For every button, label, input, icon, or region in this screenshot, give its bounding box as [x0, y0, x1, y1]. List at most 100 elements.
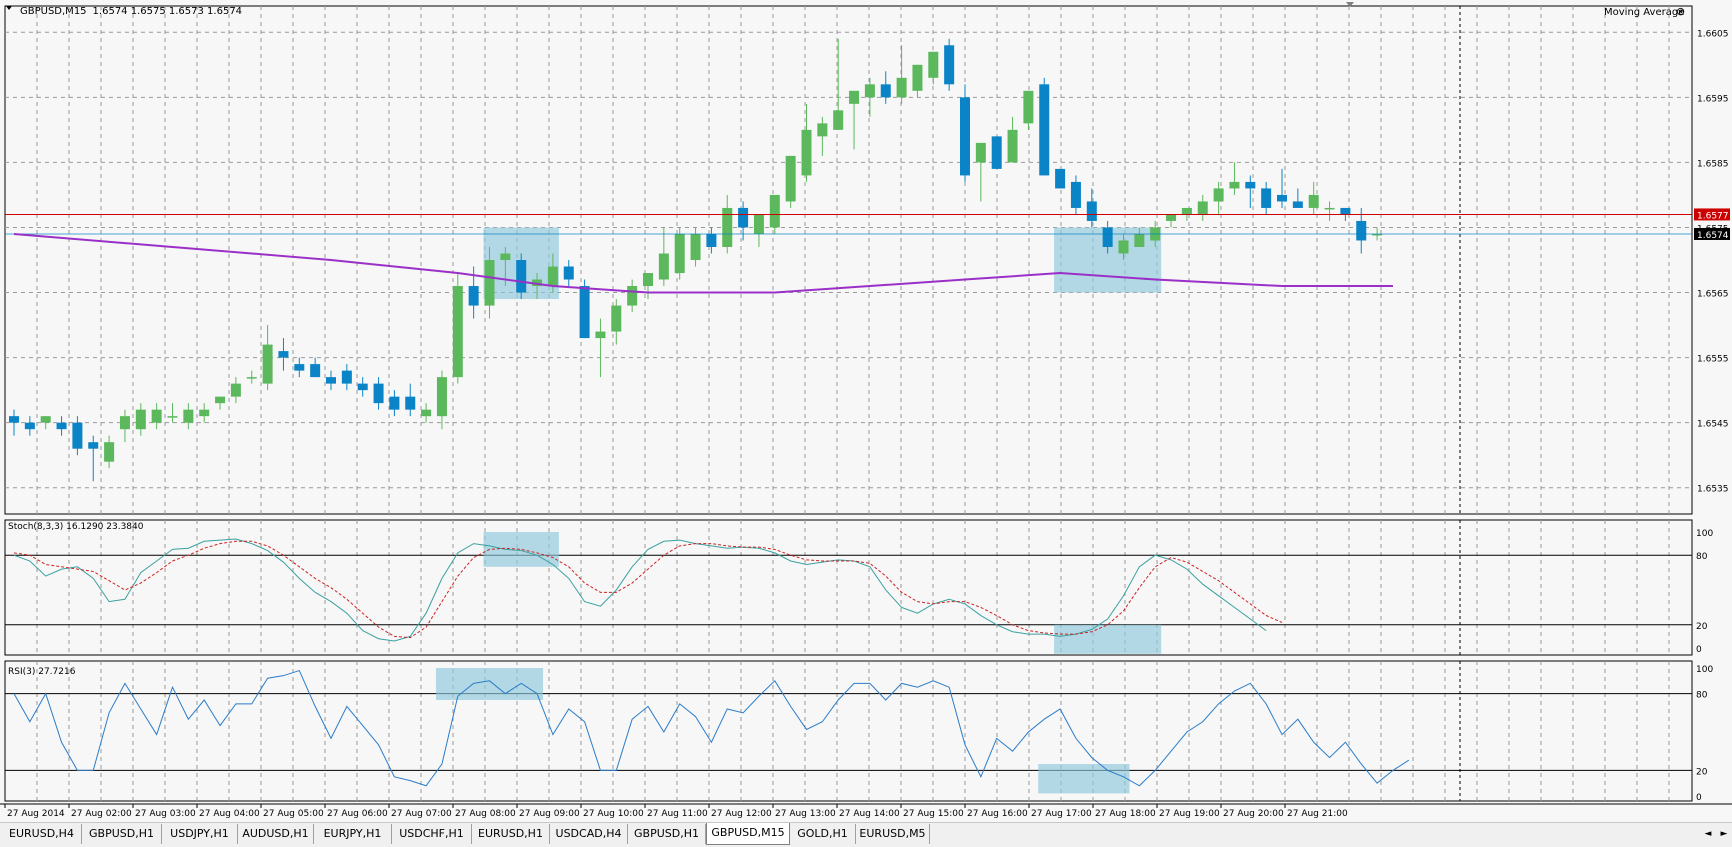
- chart-tab-gold-h1[interactable]: GOLD,H1: [790, 824, 856, 844]
- candle[interactable]: [674, 227, 685, 280]
- candle[interactable]: [627, 279, 638, 313]
- x-tick-label: 27 Aug 21:00: [1287, 809, 1348, 819]
- candle[interactable]: [912, 64, 923, 98]
- candle[interactable]: [896, 45, 907, 104]
- candle[interactable]: [1007, 116, 1018, 163]
- candle[interactable]: [357, 377, 368, 397]
- chart-tab-gbpusd-m15[interactable]: GBPUSD,M15: [706, 823, 790, 845]
- chart-tab-eurusd-h4[interactable]: EURUSD,H4: [2, 824, 82, 844]
- chart-tab-usdchf-h1[interactable]: USDCHF,H1: [392, 824, 472, 844]
- candle[interactable]: [595, 318, 606, 378]
- candle[interactable]: [215, 396, 226, 410]
- candle[interactable]: [833, 38, 844, 130]
- candle[interactable]: [1166, 214, 1177, 228]
- candle[interactable]: [1356, 207, 1367, 254]
- candle[interactable]: [1324, 201, 1335, 221]
- candle[interactable]: [167, 403, 178, 423]
- candle[interactable]: [611, 299, 622, 345]
- candle[interactable]: [849, 90, 860, 150]
- x-tick-label: 27 Aug 14:00: [839, 809, 900, 819]
- candle[interactable]: [1277, 168, 1287, 208]
- candle[interactable]: [1134, 227, 1145, 247]
- candle[interactable]: [532, 273, 543, 300]
- candle[interactable]: [326, 370, 336, 391]
- candle[interactable]: [1070, 175, 1081, 215]
- candle[interactable]: [1197, 194, 1208, 221]
- candle[interactable]: [104, 435, 115, 469]
- candle[interactable]: [373, 377, 384, 410]
- candle[interactable]: [864, 77, 875, 117]
- candle[interactable]: [484, 246, 495, 319]
- candle[interactable]: [40, 416, 51, 430]
- candlestick-series[interactable]: [9, 38, 1383, 482]
- chart-tab-audusd-h1[interactable]: AUDUSD,H1: [238, 824, 314, 844]
- candle[interactable]: [1229, 162, 1240, 195]
- candle[interactable]: [1292, 188, 1303, 208]
- chart-tab-eurjpy-h1[interactable]: EURJPY,H1: [314, 824, 392, 844]
- candle[interactable]: [1023, 90, 1034, 130]
- candle[interactable]: [1039, 77, 1050, 176]
- tabs-scroll-left-icon[interactable]: ◄: [1704, 829, 1712, 839]
- candle[interactable]: [579, 279, 590, 339]
- candle[interactable]: [405, 383, 416, 417]
- candle[interactable]: [1086, 188, 1097, 228]
- candle[interactable]: [452, 273, 463, 384]
- indicator-close-icon[interactable]: ⊗: [1676, 5, 1685, 18]
- candle[interactable]: [246, 370, 257, 384]
- candle[interactable]: [1245, 175, 1256, 208]
- candle[interactable]: [753, 214, 764, 247]
- candle[interactable]: [230, 377, 241, 404]
- chart-tab-gbpusd-h1[interactable]: GBPUSD,H1: [628, 824, 706, 844]
- candle[interactable]: [9, 409, 19, 436]
- candle[interactable]: [960, 84, 970, 182]
- candle[interactable]: [944, 38, 955, 91]
- chart-tab-gbpusd-h1[interactable]: GBPUSD,H1: [82, 824, 162, 844]
- candle[interactable]: [722, 194, 733, 254]
- candle[interactable]: [24, 416, 35, 436]
- candle[interactable]: [563, 260, 574, 287]
- candle[interactable]: [183, 403, 194, 430]
- candle[interactable]: [389, 390, 400, 417]
- stoch-series-line: [13, 540, 1283, 639]
- candle[interactable]: [199, 403, 210, 423]
- candle[interactable]: [1055, 168, 1066, 189]
- chart-canvas[interactable]: 1.66051.65951.65851.65751.65651.65551.65…: [0, 0, 1732, 822]
- candle[interactable]: [278, 338, 289, 371]
- candle[interactable]: [72, 416, 83, 456]
- candle[interactable]: [991, 136, 1002, 169]
- candle[interactable]: [658, 227, 669, 287]
- candle[interactable]: [119, 409, 130, 443]
- candle[interactable]: [817, 116, 828, 156]
- candle[interactable]: [1213, 181, 1224, 215]
- candle[interactable]: [643, 273, 653, 300]
- chart-tab-usdcad-h4[interactable]: USDCAD,H4: [550, 824, 628, 844]
- candle[interactable]: [1118, 233, 1129, 260]
- candle[interactable]: [294, 357, 305, 378]
- candle[interactable]: [421, 403, 432, 423]
- candle[interactable]: [88, 435, 99, 482]
- tabs-scroll-right-icon[interactable]: ►: [1720, 829, 1728, 839]
- candle[interactable]: [928, 51, 939, 85]
- chart-tab-eurusd-m5[interactable]: EURUSD,M5: [856, 824, 930, 844]
- candle[interactable]: [151, 403, 162, 430]
- candle[interactable]: [341, 364, 352, 391]
- chart-tab-usdjpy-h1[interactable]: USDJPY,H1: [162, 824, 238, 844]
- chart-shift-marker-icon[interactable]: [1346, 2, 1354, 7]
- candle[interactable]: [436, 370, 447, 430]
- candle[interactable]: [262, 325, 273, 391]
- candle[interactable]: [1308, 181, 1319, 215]
- candle[interactable]: [706, 227, 717, 254]
- candle-body: [1070, 181, 1081, 208]
- candle[interactable]: [516, 253, 527, 300]
- candle[interactable]: [975, 142, 986, 202]
- candle[interactable]: [1261, 181, 1272, 215]
- chart-tab-eurusd-h1[interactable]: EURUSD,H1: [472, 824, 550, 844]
- candle[interactable]: [310, 357, 321, 378]
- candle[interactable]: [1102, 220, 1113, 254]
- candle[interactable]: [880, 71, 891, 104]
- candle[interactable]: [801, 103, 812, 182]
- candle[interactable]: [56, 416, 67, 436]
- candle[interactable]: [785, 155, 796, 208]
- candle[interactable]: [135, 403, 146, 436]
